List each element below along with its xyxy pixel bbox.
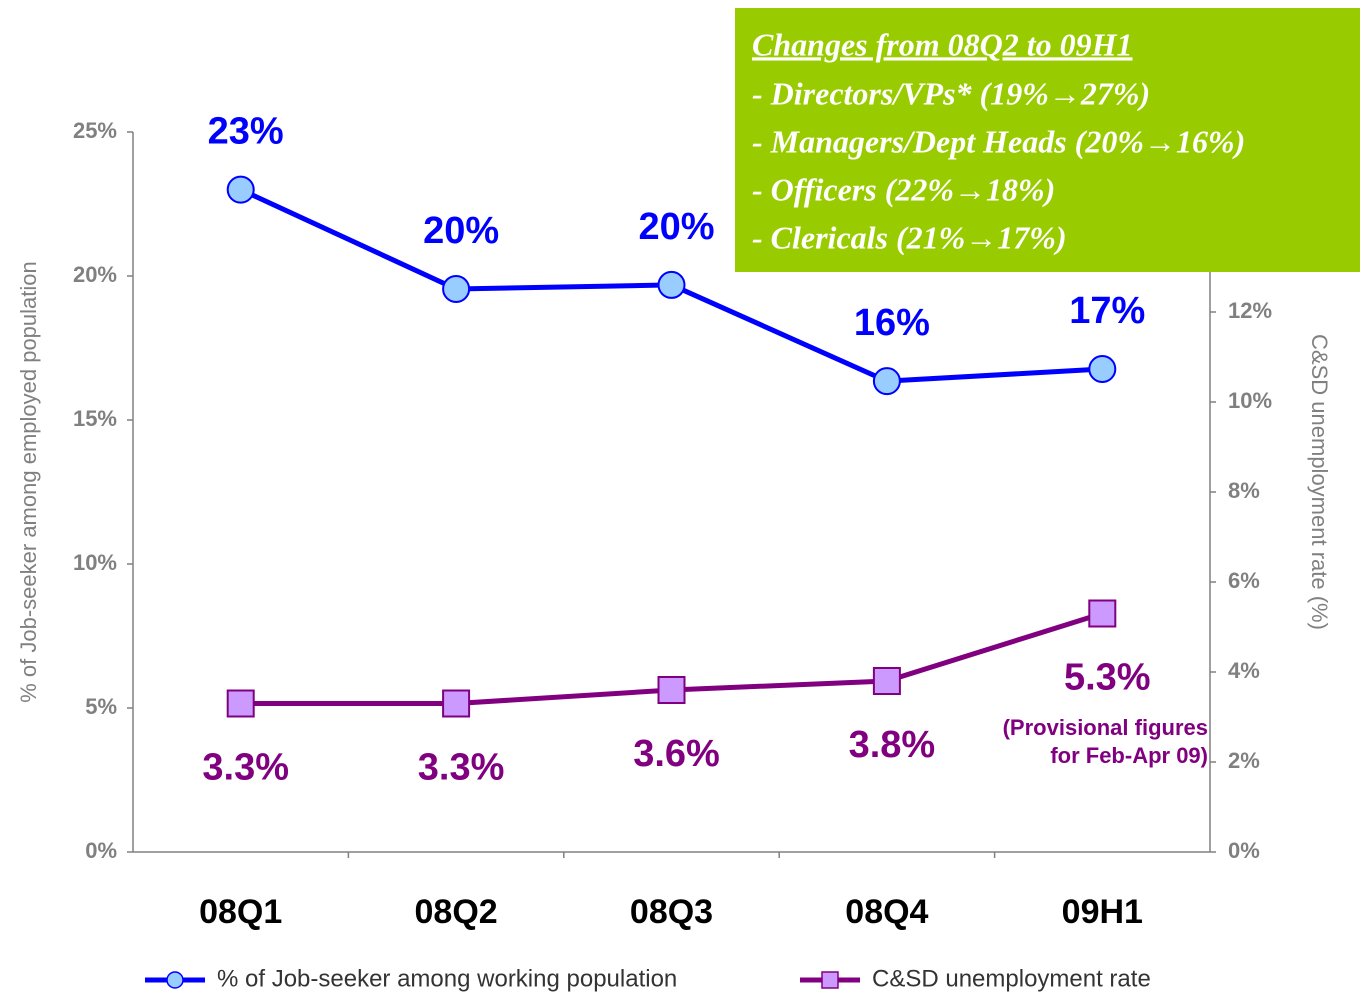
y2-tick-label: 0% xyxy=(1228,838,1260,863)
marker xyxy=(226,175,255,204)
marker xyxy=(872,367,901,396)
data-label: 17% xyxy=(1069,290,1145,332)
x-tick-label: 08Q3 xyxy=(630,893,713,931)
y-tick-label: 15% xyxy=(73,406,117,431)
marker xyxy=(442,274,471,303)
callout-box xyxy=(735,8,1360,272)
x-tick-label: 08Q4 xyxy=(845,893,928,931)
legend-marker xyxy=(821,971,839,989)
callout-line: - Managers/Dept Heads (20%→16%) xyxy=(752,123,1245,159)
marker xyxy=(442,689,471,718)
marker xyxy=(657,270,686,299)
y-axis-title: % of Job-seeker among employed populatio… xyxy=(16,261,41,703)
annotation: (Provisional figures xyxy=(1003,715,1208,740)
x-tick-label: 09H1 xyxy=(1062,893,1143,931)
legend-label: C&SD unemployment rate xyxy=(872,965,1151,992)
data-label: 3.6% xyxy=(633,733,720,775)
data-label: 3.8% xyxy=(849,724,936,766)
marker xyxy=(226,689,255,718)
data-label: 3.3% xyxy=(418,747,505,789)
annotation: for Feb-Apr 09) xyxy=(1050,743,1208,768)
x-tick-label: 08Q1 xyxy=(199,893,282,931)
callout-title: Changes from 08Q2 to 09H1 xyxy=(752,26,1132,62)
y2-tick-label: 12% xyxy=(1228,298,1272,323)
data-label: 23% xyxy=(208,111,284,153)
marker xyxy=(1088,355,1117,384)
callout-line: - Officers (22%→18%) xyxy=(752,171,1055,207)
marker xyxy=(1088,599,1117,628)
legend-marker xyxy=(166,971,184,989)
y2-tick-label: 8% xyxy=(1228,478,1260,503)
y-tick-label: 20% xyxy=(73,262,117,287)
data-label: 20% xyxy=(638,206,714,248)
data-label: 16% xyxy=(854,302,930,344)
y-tick-label: 5% xyxy=(85,694,117,719)
y-tick-label: 10% xyxy=(73,550,117,575)
data-label: 5.3% xyxy=(1064,657,1151,699)
legend-label: % of Job-seeker among working population xyxy=(217,965,677,992)
callout-line: - Clericals (21%→17%) xyxy=(752,219,1067,255)
data-label: 20% xyxy=(423,210,499,252)
y2-tick-label: 4% xyxy=(1228,658,1260,683)
y2-tick-label: 10% xyxy=(1228,388,1272,413)
callout-line: - Directors/VPs* (19%→27%) xyxy=(752,75,1150,111)
y2-tick-label: 2% xyxy=(1228,748,1260,773)
marker xyxy=(872,667,901,695)
y2-axis-title: C&SD unemployment rate (%) xyxy=(1307,334,1332,630)
marker xyxy=(657,676,686,704)
y2-tick-label: 6% xyxy=(1228,568,1260,593)
x-tick-label: 08Q2 xyxy=(415,893,498,931)
y-tick-label: 25% xyxy=(73,118,117,143)
y-tick-label: 0% xyxy=(85,838,117,863)
data-label: 3.3% xyxy=(202,747,289,789)
